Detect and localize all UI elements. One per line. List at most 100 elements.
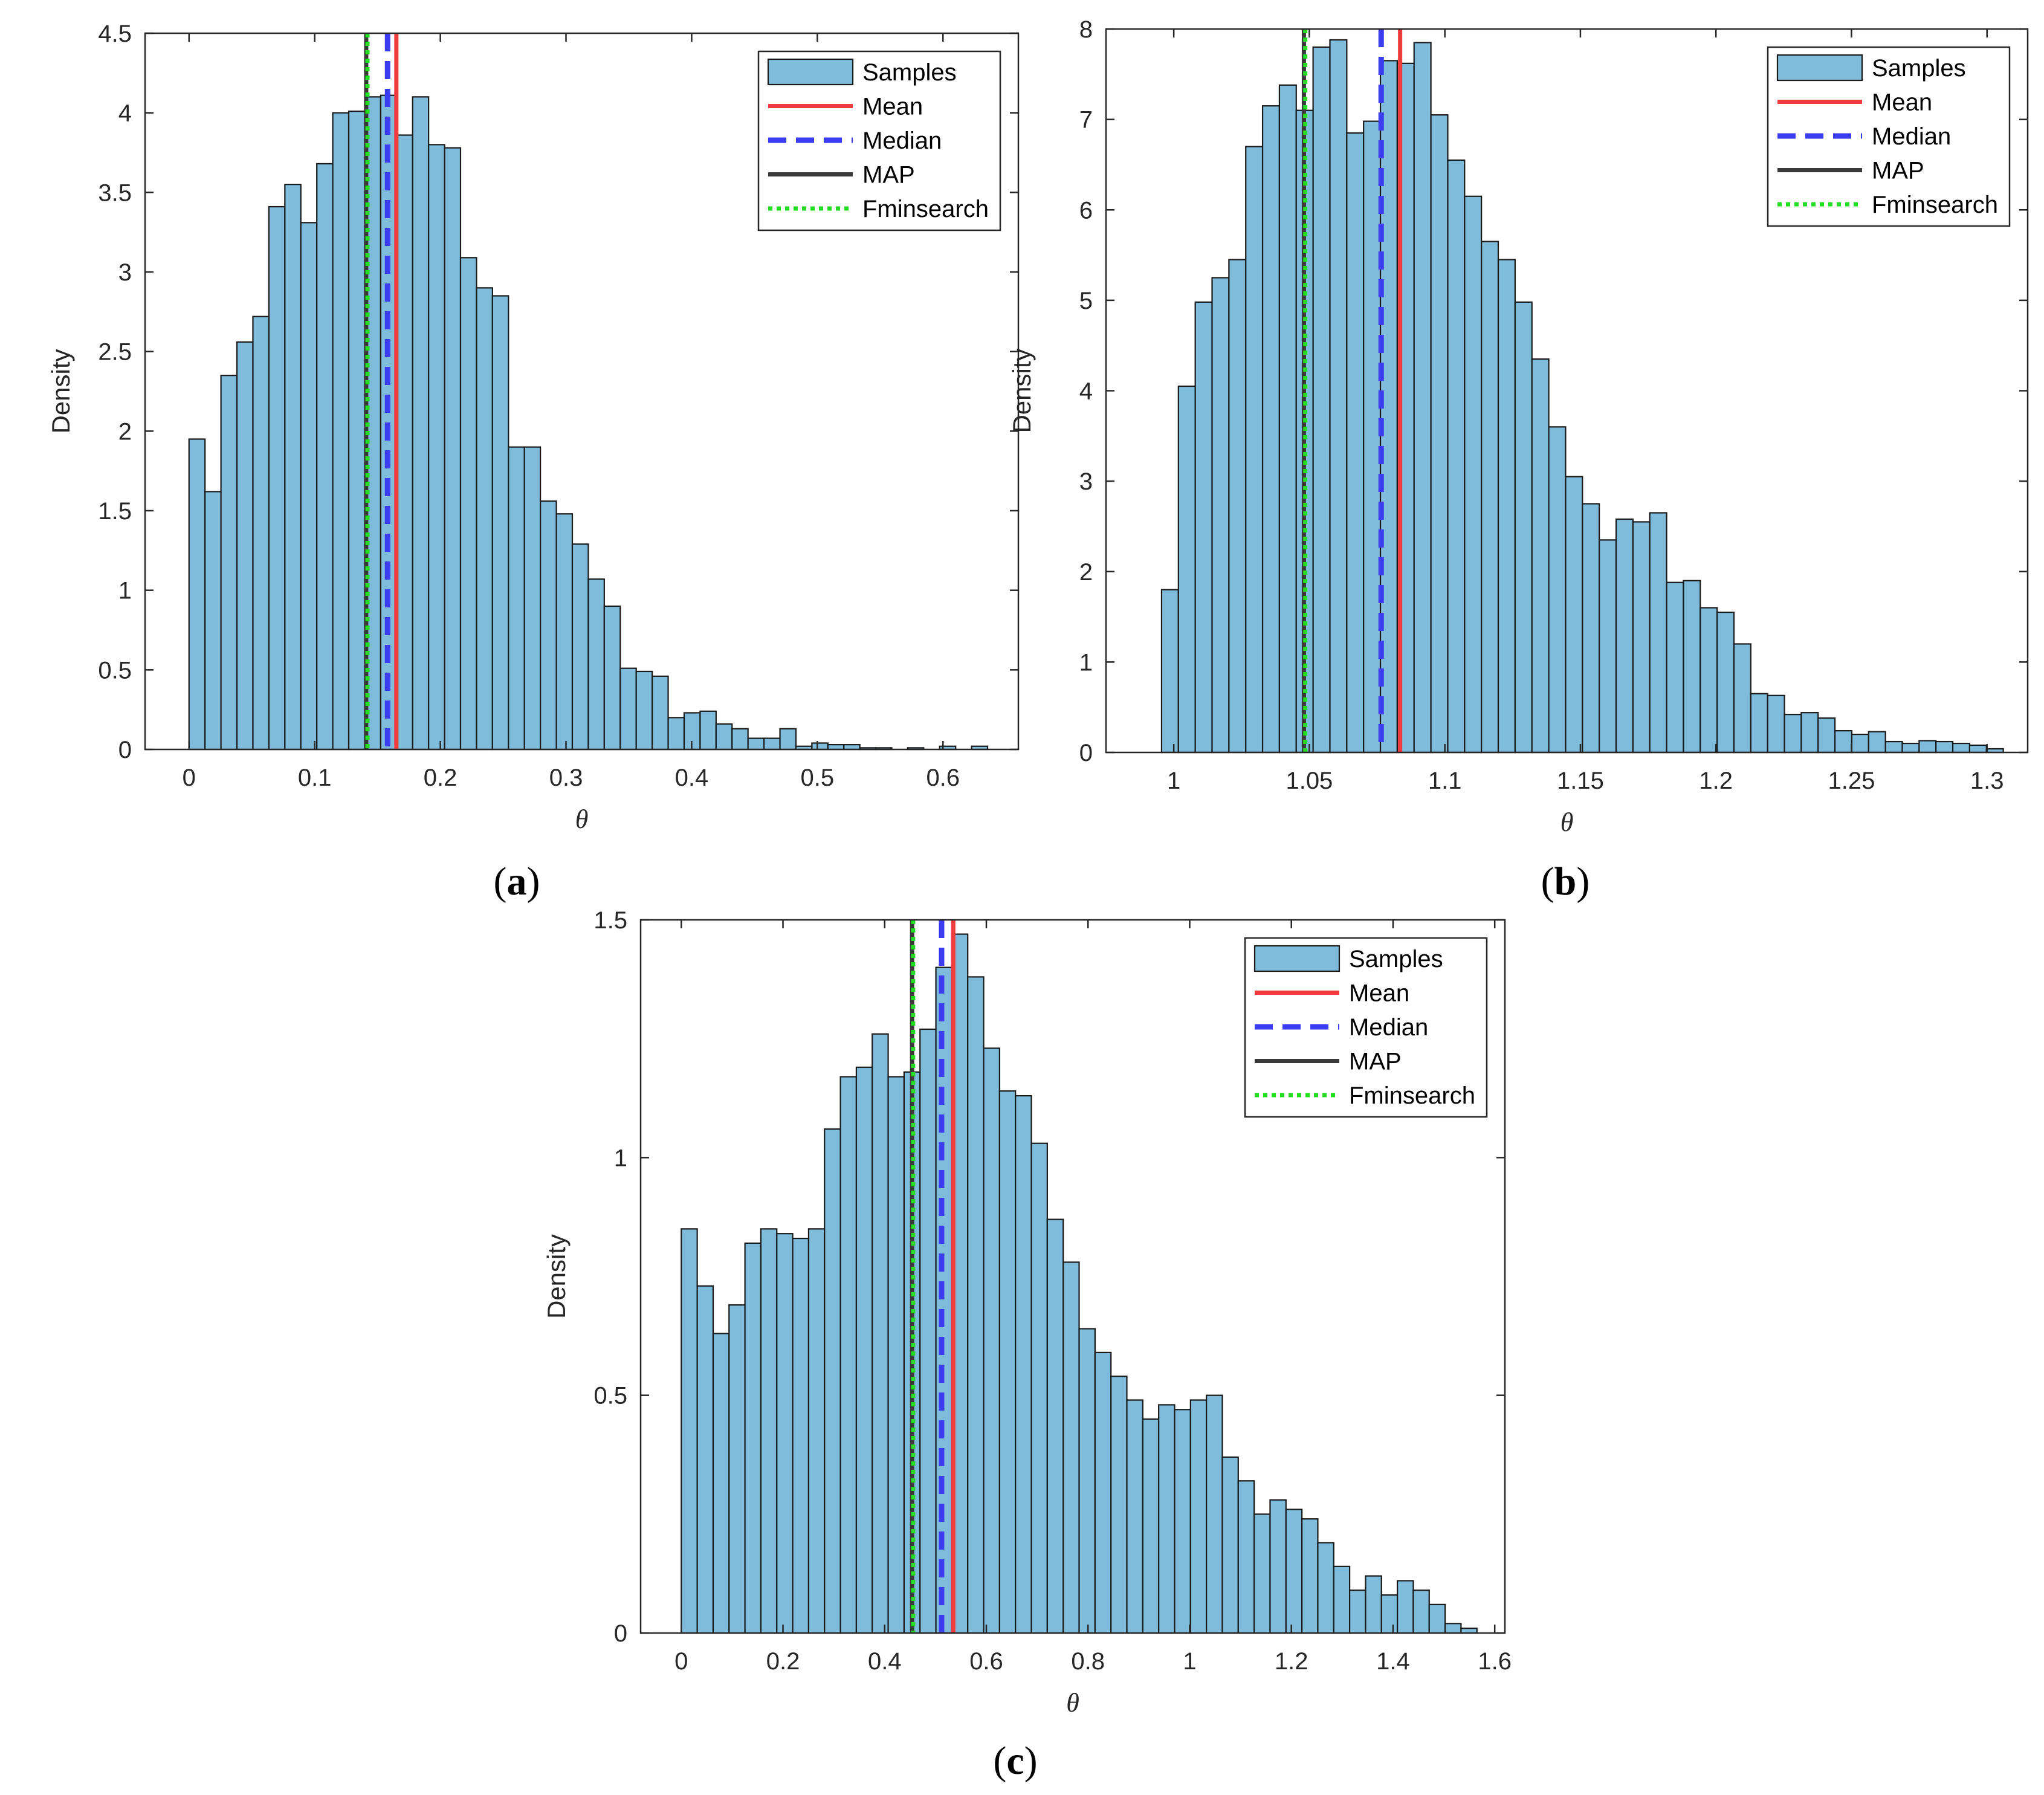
histogram-bar: [316, 163, 334, 751]
x-tick-label: 0.5: [801, 765, 835, 791]
y-tick-label: 4: [118, 100, 132, 127]
y-tick-label: 2: [1079, 559, 1093, 586]
legend-swatch-samples: [767, 58, 854, 86]
histogram-bar: [1142, 1418, 1160, 1634]
histogram-bar: [731, 728, 749, 751]
histogram-bar: [1160, 589, 1179, 754]
legend-label-map: MAP: [1872, 158, 1924, 184]
histogram-bar: [1800, 712, 1819, 754]
histogram-bar: [236, 341, 254, 751]
x-tick-label: 1.25: [1828, 768, 1875, 794]
x-tick-label: 1.4: [1376, 1648, 1410, 1675]
x-tick-label: 1.1: [1428, 768, 1462, 794]
y-tick-label: 1.5: [98, 498, 132, 525]
y-tick-label: 4: [1079, 378, 1093, 405]
legend-label-samples: Samples: [1349, 946, 1443, 972]
legend-swatch-samples: [1776, 54, 1863, 82]
histogram-bar: [919, 1028, 937, 1634]
histogram-bar: [776, 1233, 794, 1634]
histogram-bar: [1412, 1590, 1430, 1634]
histogram-bar: [508, 446, 525, 751]
histogram-bar: [1030, 1142, 1048, 1634]
histogram-bar: [824, 1128, 841, 1634]
histogram-bar: [1565, 476, 1583, 754]
x-tick-label: 0.8: [1071, 1648, 1105, 1675]
x-tick-label: 0.1: [298, 765, 332, 791]
y-tick-label: 0: [1079, 740, 1093, 766]
axes-frame: [639, 919, 1506, 1634]
histogram-bar: [1261, 105, 1281, 754]
y-tick-label: 1: [118, 578, 132, 604]
y-tick-label: 2: [118, 418, 132, 445]
y-tick-label: 1.5: [593, 907, 627, 934]
y-tick-label: 0.5: [593, 1383, 627, 1409]
histogram-bar: [1582, 503, 1600, 754]
x-axis-label: θ: [1560, 807, 1574, 837]
histogram-bar: [1228, 259, 1247, 754]
histogram-bar: [696, 1285, 714, 1634]
x-axis-label: θ: [1066, 1688, 1079, 1718]
histogram-bar: [1062, 1261, 1080, 1634]
legend-label-median: Median: [1349, 1014, 1428, 1041]
x-tick-label: 0: [183, 765, 196, 791]
histogram-bar: [348, 110, 366, 751]
histogram-bar: [1444, 1623, 1462, 1634]
histogram-bar: [1126, 1399, 1143, 1634]
histogram-bar: [300, 222, 318, 751]
panel-label: (b): [1541, 859, 1590, 904]
histogram-bar: [396, 134, 413, 751]
chart-panel-b: 1 1.05 1.1 1.15 1.2 1.25 1.3 0 1 2 3 4 5 6 7 8 θ Density S…: [1007, 16, 2029, 904]
histogram-bar: [1363, 120, 1382, 754]
legend-label-fminsearch: Fminsearch: [1872, 192, 1998, 218]
histogram-bar: [998, 1090, 1017, 1634]
x-tick-label: 0.2: [424, 765, 458, 791]
histogram-bar: [1952, 742, 1971, 754]
x-tick-label: 0: [674, 1648, 688, 1675]
histogram-bar: [220, 375, 238, 751]
histogram-bar: [1497, 259, 1516, 754]
x-tick-label: 1.6: [1478, 1648, 1512, 1675]
histogram-bar: [1158, 1404, 1176, 1634]
histogram-bar: [1666, 581, 1684, 754]
histogram-bar: [1333, 1565, 1351, 1634]
histogram-bar: [681, 1228, 698, 1634]
x-tick-label: 1.3: [1970, 768, 2004, 794]
histogram-bar: [619, 667, 637, 751]
legend: Samples Mean Median MAP Fminsearch: [757, 50, 1001, 231]
legend-label-samples: Samples: [1872, 55, 1966, 82]
histogram-bar: [1733, 643, 1751, 754]
histogram-bar: [1301, 1518, 1319, 1634]
histogram-bar: [1834, 729, 1853, 754]
y-axis-label: Density: [542, 1234, 571, 1319]
histogram-bar: [744, 1242, 762, 1634]
y-axis-label: Density: [47, 349, 75, 433]
histogram-bar: [1078, 1328, 1096, 1634]
histogram-bar: [1599, 539, 1617, 754]
histogram-bar: [1716, 611, 1735, 754]
histogram-bar: [444, 147, 462, 751]
histogram-bar: [1349, 1590, 1366, 1634]
legend-label-map: MAP: [1349, 1049, 1402, 1075]
histogram-bar: [1015, 1095, 1032, 1634]
histogram-bars: [188, 94, 989, 751]
legend-swatch-samples: [1253, 945, 1341, 972]
y-tick-label: 0: [118, 737, 132, 763]
panel-label: (a): [494, 859, 540, 904]
histogram-bar: [699, 710, 717, 751]
histogram-bar: [1312, 46, 1331, 754]
histogram-bar: [428, 144, 445, 751]
histogram-bar: [540, 500, 557, 751]
histogram-bar: [1784, 714, 1802, 754]
histogram-bar: [1329, 39, 1348, 754]
histogram-bar: [188, 438, 206, 751]
histogram-bar: [412, 96, 430, 751]
histogram-bar: [1615, 518, 1634, 754]
histogram-bar: [1110, 1376, 1128, 1634]
histogram-bar: [284, 184, 302, 751]
histogram-bar: [779, 728, 797, 751]
x-tick-label: 1: [1183, 1648, 1196, 1675]
histogram-bar: [1481, 241, 1499, 754]
histogram-bar: [1046, 1218, 1064, 1634]
histogram-bar: [1464, 195, 1483, 754]
